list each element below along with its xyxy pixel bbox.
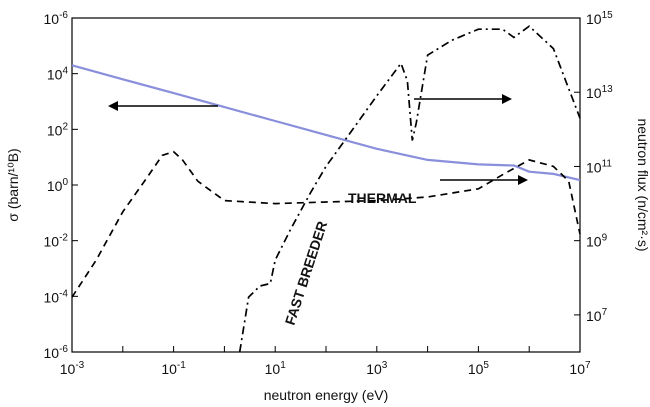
arrow-to-right-axis-2 xyxy=(440,175,528,185)
y-axis-left-label: σ (barn/¹⁰B) xyxy=(5,148,21,221)
y-right-tick-label: 1015 xyxy=(586,10,613,27)
x-tick-label: 10-3 xyxy=(60,360,85,377)
y-axis-right-ticks: 107 109 1011 1013 1015 xyxy=(574,10,613,324)
y-left-tick-label: 10-2 xyxy=(44,233,69,250)
y-left-tick-label: 10-4 xyxy=(44,288,69,305)
y-right-tick-label: 1013 xyxy=(586,84,613,101)
y-axis-right-label: neutron flux (n/cm²·s) xyxy=(635,118,650,251)
y-left-tick-label: 104 xyxy=(47,66,69,83)
x-tick-label: 101 xyxy=(265,360,287,377)
y-right-tick-label: 107 xyxy=(586,307,608,324)
y-axis-left-ticks: 10-6 10-4 10-2 100 102 104 10-6 xyxy=(44,10,78,361)
y-left-tick-label: 10-6 xyxy=(44,10,69,27)
x-tick-label: 103 xyxy=(366,360,388,377)
series-layer xyxy=(71,25,581,353)
arrow-to-left-axis xyxy=(108,101,218,111)
arrow-to-right-axis-1 xyxy=(414,94,512,104)
x-axis-ticks: 10-3 10-1 101 103 105 107 xyxy=(60,346,591,377)
y-right-tick-label: 1011 xyxy=(586,158,612,175)
y-right-tick-label: 109 xyxy=(586,233,608,250)
x-tick-label: 10-1 xyxy=(161,360,186,377)
series-fast-breeder-flux-line xyxy=(238,25,581,353)
x-axis-label: neutron energy (eV) xyxy=(264,387,389,403)
series-thermal-flux-line xyxy=(71,150,581,298)
y-left-tick-label: 10-6 xyxy=(44,344,69,361)
annotation-thermal: THERMAL xyxy=(348,190,417,206)
x-tick-label: 107 xyxy=(569,360,591,377)
x-tick-label: 105 xyxy=(468,360,490,377)
plot-frame xyxy=(71,17,581,353)
annotation-fast-breeder: FAST BREEDER xyxy=(282,219,331,327)
y-left-tick-label: 100 xyxy=(47,177,69,194)
y-left-tick-label: 102 xyxy=(47,121,69,138)
series-cross-section-line xyxy=(71,64,581,182)
